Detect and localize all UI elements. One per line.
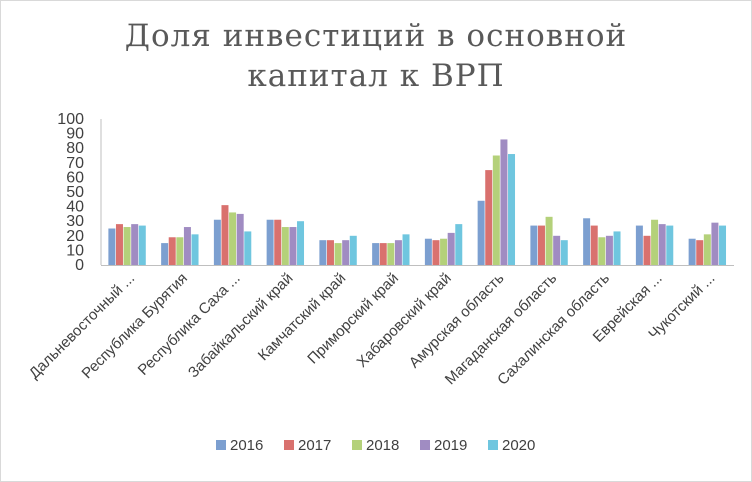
y-tick-label: 30 bbox=[66, 213, 84, 230]
bar-2016 bbox=[688, 238, 696, 265]
bar-2016 bbox=[635, 225, 643, 265]
bar-2017 bbox=[590, 225, 598, 265]
y-tick-label: 40 bbox=[66, 199, 84, 216]
legend-swatch-2018 bbox=[352, 440, 362, 450]
bar-2017 bbox=[274, 219, 282, 265]
bar-2016 bbox=[108, 228, 116, 265]
bar-2017 bbox=[485, 170, 493, 265]
bar-2017 bbox=[326, 240, 334, 265]
bar-2016 bbox=[161, 243, 169, 265]
bar-2019 bbox=[289, 227, 297, 265]
bar-2018 bbox=[440, 238, 448, 265]
y-tick-label: 50 bbox=[66, 184, 84, 201]
bar-2019 bbox=[658, 224, 666, 265]
bar-2020 bbox=[719, 225, 727, 265]
bar-2019 bbox=[394, 240, 402, 265]
bar-2019 bbox=[342, 240, 350, 265]
chart-title: Доля инвестиций в основной капитал к ВРП bbox=[0, 16, 752, 96]
bar-2018 bbox=[651, 219, 659, 265]
y-tick-label: 60 bbox=[66, 169, 84, 186]
legend-swatch-2019 bbox=[420, 440, 430, 450]
bar-2016 bbox=[213, 219, 221, 265]
y-tick-label: 70 bbox=[66, 155, 84, 172]
bar-2016 bbox=[266, 219, 274, 265]
y-tick-label: 10 bbox=[66, 242, 84, 259]
legend-label-2017: 2017 bbox=[298, 437, 331, 454]
bar-2020 bbox=[613, 231, 621, 265]
bar-2020 bbox=[138, 225, 146, 265]
bar-2018 bbox=[703, 234, 711, 265]
bar-2016 bbox=[583, 218, 591, 265]
chart-title-line-1: Доля инвестиций в основной bbox=[124, 18, 628, 54]
legend-label-2018: 2018 bbox=[366, 437, 399, 454]
bar-2020 bbox=[455, 224, 463, 265]
y-tick-label: 20 bbox=[66, 228, 84, 245]
bar-2020 bbox=[349, 235, 357, 265]
bar-2017 bbox=[379, 243, 387, 265]
bar-2020 bbox=[244, 231, 252, 265]
bar-2016 bbox=[477, 200, 485, 265]
x-category-label: Забайкальский край bbox=[185, 270, 297, 382]
bar-2018 bbox=[176, 237, 184, 265]
y-tick-label: 100 bbox=[57, 111, 84, 128]
bar-2018 bbox=[281, 227, 289, 265]
bar-2017 bbox=[643, 235, 651, 265]
bar-2020 bbox=[297, 221, 305, 265]
bar-2018 bbox=[334, 243, 342, 265]
bar-2019 bbox=[500, 139, 508, 265]
bar-2019 bbox=[183, 227, 191, 265]
x-category-label: Хабаровский край bbox=[354, 270, 455, 371]
x-category-label: Амурская область bbox=[406, 270, 508, 372]
legend-swatch-2020 bbox=[488, 440, 498, 450]
bar-2016 bbox=[424, 238, 432, 265]
bar-2017 bbox=[537, 225, 545, 265]
bar-2019 bbox=[605, 235, 613, 265]
y-tick-label: 90 bbox=[66, 126, 84, 143]
legend-label-2019: 2019 bbox=[434, 437, 467, 454]
bar-2019 bbox=[131, 224, 139, 265]
legend-label-2016: 2016 bbox=[230, 437, 263, 454]
bar-2016 bbox=[530, 225, 538, 265]
bar-2018 bbox=[545, 216, 553, 265]
bar-2019 bbox=[447, 232, 455, 265]
bar-2016 bbox=[319, 240, 327, 265]
bar-2019 bbox=[553, 235, 561, 265]
x-category-label: Республика Саха ... bbox=[135, 270, 244, 379]
bar-2020 bbox=[560, 240, 568, 265]
bar-2018 bbox=[598, 237, 606, 265]
bar-2017 bbox=[115, 224, 123, 265]
bar-2020 bbox=[402, 234, 410, 265]
legend-label-2020: 2020 bbox=[502, 437, 535, 454]
bar-2017 bbox=[168, 237, 176, 265]
bar-2018 bbox=[492, 155, 500, 265]
chart-title-line-2: капитал к ВРП bbox=[247, 58, 505, 94]
bar-2020 bbox=[508, 154, 516, 265]
bar-2016 bbox=[372, 243, 380, 265]
bar-2018 bbox=[123, 227, 131, 265]
legend-swatch-2016 bbox=[216, 440, 226, 450]
bar-2020 bbox=[666, 225, 674, 265]
bar-2017 bbox=[432, 240, 440, 265]
x-category-label: Приморский край bbox=[304, 270, 402, 368]
bar-2019 bbox=[711, 222, 719, 265]
bar-2018 bbox=[229, 212, 237, 265]
bar-2018 bbox=[387, 243, 395, 265]
bar-2020 bbox=[191, 234, 199, 265]
legend-swatch-2017 bbox=[284, 440, 294, 450]
bar-2017 bbox=[221, 205, 229, 265]
bar-2017 bbox=[696, 240, 704, 265]
bar-2019 bbox=[236, 213, 244, 265]
y-tick-label: 0 bbox=[75, 257, 84, 274]
y-tick-label: 80 bbox=[66, 140, 84, 157]
